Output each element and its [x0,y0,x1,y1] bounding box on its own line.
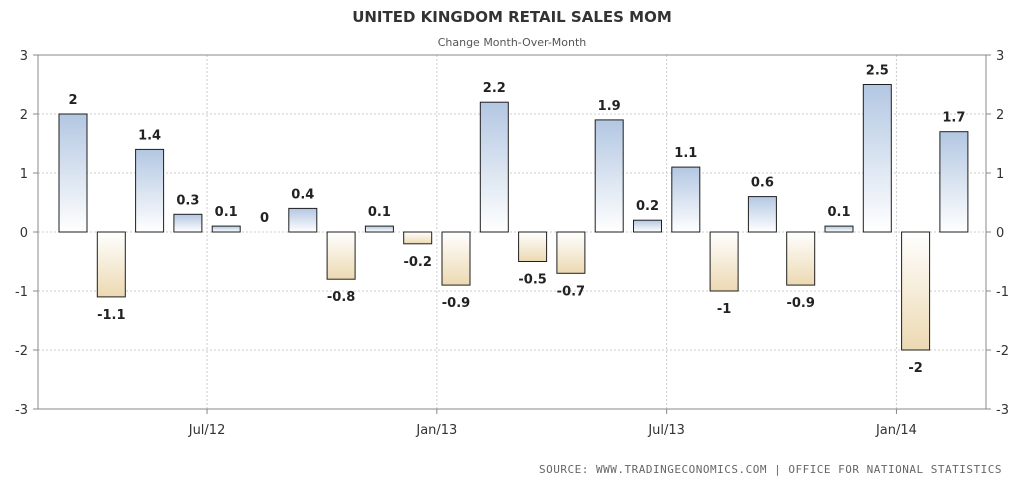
data-label: -2 [908,361,922,376]
y-tick-label-left: -3 [15,403,28,418]
data-label: 0.2 [636,199,659,214]
data-label: 2.5 [866,64,889,79]
data-label: 1.7 [942,111,965,126]
bar [939,131,969,233]
y-tick-label-right: -1 [996,285,1009,300]
y-tick-label-left: -1 [15,285,28,300]
data-label: 1.4 [138,128,161,143]
bar [518,231,548,262]
bar [556,231,586,274]
bar [173,213,203,233]
bar [479,101,509,233]
data-label: -0.7 [557,284,585,299]
data-label: 2 [68,93,77,108]
data-label: 1.9 [598,99,621,114]
chart-subtitle: Change Month-Over-Month [437,36,587,49]
data-label: 1.1 [674,146,697,161]
bars [58,84,969,351]
chart-title: UNITED KINGDOM RETAIL SALES MOM [352,8,672,26]
bar [901,231,931,351]
axis-layer: 3 3 2 2 1 1 0 0 -1 -1 -2 -2 -3 -3 Jul/12 Jan/13 Jul/13 Ja… [15,49,1009,438]
data-label: -0.8 [327,290,355,305]
data-label: -0.5 [518,273,546,288]
bar [862,84,892,233]
bar [786,231,816,286]
y-tick-label-right: -2 [996,344,1009,359]
data-labels: 2 -1.1 1.4 0.3 0.1 0 0.4 -0.8 0.1 -0.2 -0.9 2.2 -0.5… [68,64,965,377]
data-label: 0.4 [291,187,314,202]
data-label: 0 [260,211,269,226]
bar [58,113,88,233]
data-label: 0.6 [751,176,774,191]
bar [594,119,624,233]
bar [96,231,126,298]
x-tick-label: Jan/14 [875,423,917,438]
chart-source: SOURCE: WWW.TRADINGECONOMICS.COM | OFFIC… [539,463,1002,476]
y-tick-label-left: 3 [20,49,28,64]
data-label: -0.9 [786,296,814,311]
data-label: -0.9 [442,296,470,311]
y-tick-label-left: -2 [15,344,28,359]
bar [671,166,701,233]
data-label: 0.3 [176,193,199,208]
bar [633,219,662,233]
data-label: 0.1 [827,205,850,220]
bar [824,225,854,233]
bar [211,225,241,233]
y-tick-label-right: 2 [996,108,1004,123]
x-tick-label: Jul/13 [647,423,685,438]
bar [326,231,356,280]
bar [135,148,165,233]
data-label: 2.2 [483,81,506,96]
data-label: 0.1 [215,205,238,220]
x-tick-label: Jan/13 [415,423,457,438]
y-tick-label-left: 1 [20,167,28,182]
bar [747,196,777,233]
bar [441,231,471,286]
grid-layer [38,54,986,410]
bar [403,231,433,245]
y-tick-label-right: 1 [996,167,1004,182]
data-label: -1.1 [97,308,125,323]
bar [364,225,394,233]
y-tick-label-right: 0 [996,226,1004,241]
bar [709,231,739,292]
data-label: -0.2 [403,255,431,270]
x-tick-label: Jul/12 [188,423,226,438]
y-tick-label-left: 2 [20,108,28,123]
y-tick-label-right: 3 [996,49,1004,64]
data-label: -1 [717,302,731,317]
y-tick-label-left: 0 [20,226,28,241]
y-tick-label-right: -3 [996,403,1009,418]
data-label: 0.1 [368,205,391,220]
bar [288,207,318,233]
